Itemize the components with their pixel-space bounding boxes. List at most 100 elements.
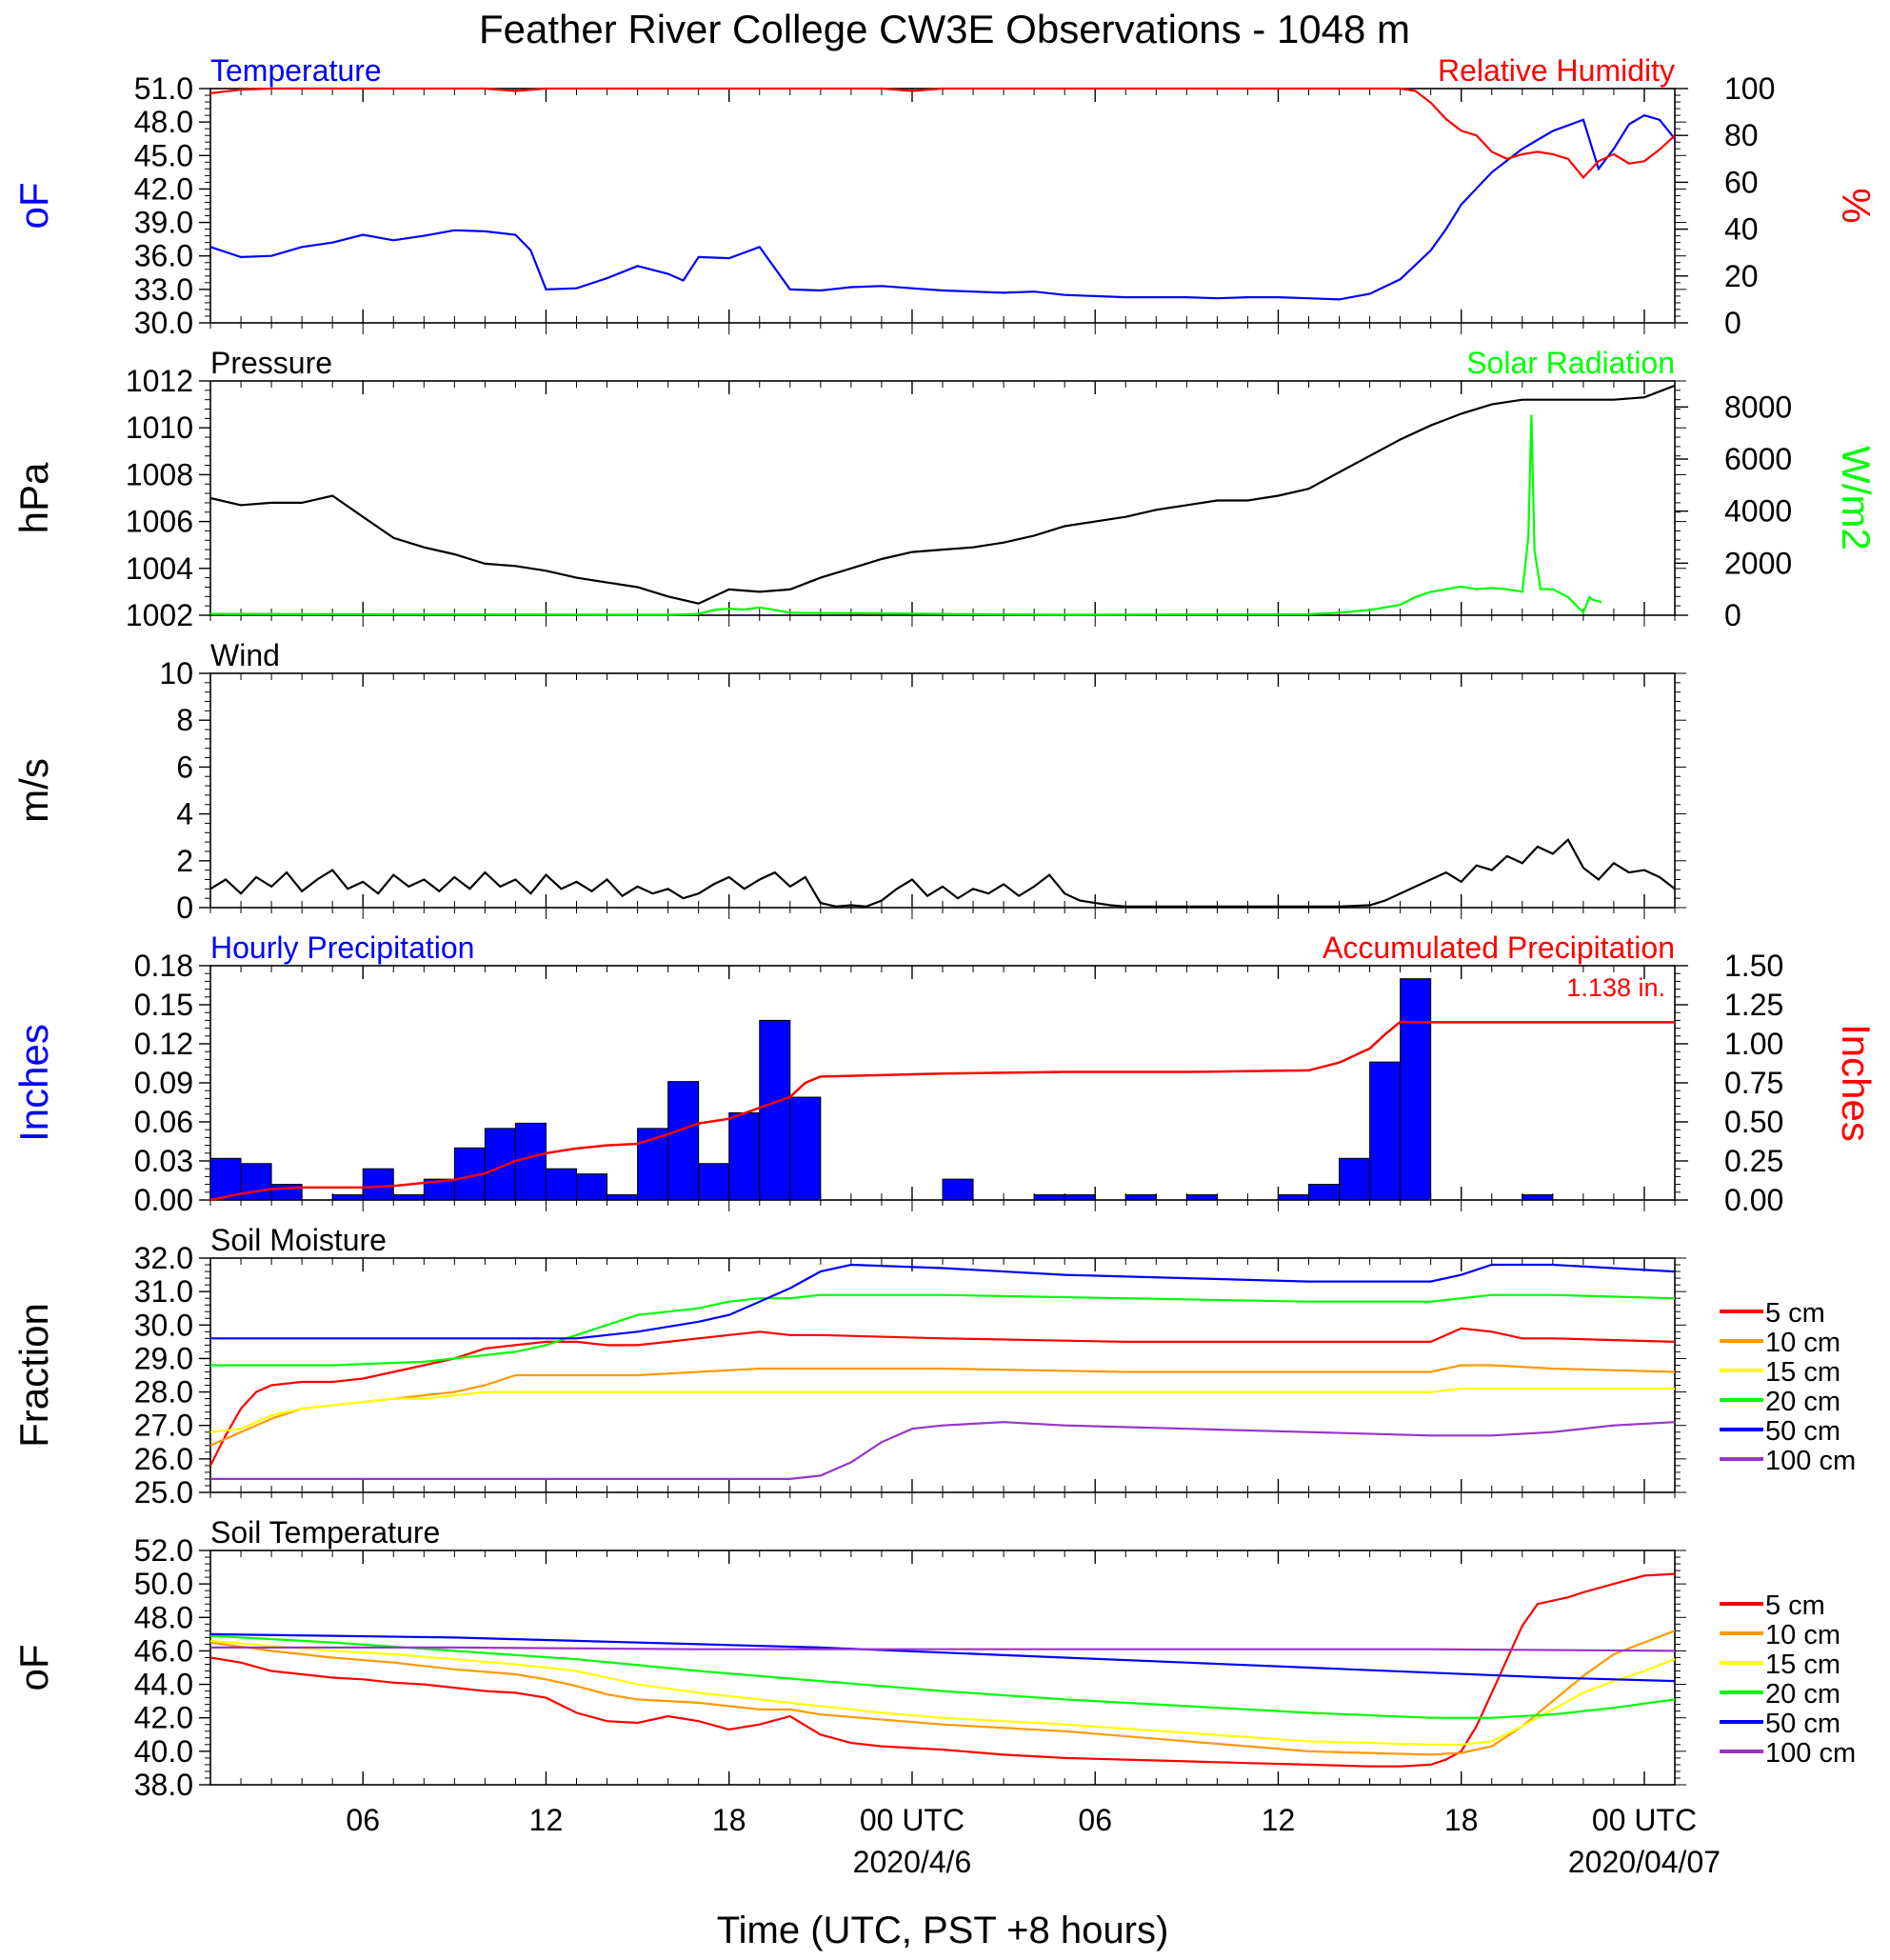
panel-soil_temperature: 52.050.048.046.044.042.040.038.0 Soil Tem… [11,1515,1856,1802]
y-tick-label-left: 48.0 [134,1600,193,1634]
y-tick-label-right: 8000 [1724,390,1792,424]
legend-label: 15 cm [1765,1357,1840,1388]
x-date-label: 2020/4/6 [853,1845,972,1879]
y-tick-label-right: 40 [1724,212,1759,247]
precip-bar [728,1111,761,1201]
y-tick-label-right: 1.00 [1724,1027,1783,1061]
y-axis-unit-left: Inches [11,1024,56,1142]
y-tick-label-left: 1012 [126,364,193,398]
y-tick-label-right: 0 [1724,306,1741,340]
y-axis-unit-left: hPa [11,462,56,533]
y-tick-label-left: 26.0 [134,1442,193,1476]
series-line-100cm [210,1646,1676,1652]
y-tick-label-left: 0.00 [134,1183,193,1217]
y-tick-label-left: 45.0 [134,138,193,172]
legend-label: 5 cm [1765,1298,1825,1329]
precip-bar [789,1096,822,1201]
precip-bar [1277,1194,1310,1201]
precip-bar [392,1194,425,1201]
precip-bar [331,1194,364,1201]
series-line-50cm [209,1632,1676,1683]
y-tick-label-left: 2 [176,844,193,878]
panels-layer: 51.048.045.042.039.036.033.030.010080604… [11,53,1879,1879]
y-tick-label-right: 20 [1724,259,1759,293]
precip-bar [637,1128,669,1201]
legend-label: 100 cm [1765,1446,1856,1476]
legend-label: 10 cm [1765,1328,1840,1358]
y-tick-label-left: 48.0 [134,105,193,139]
series-line-15cm [209,1639,1676,1746]
panel-title-left: Soil Temperature [210,1515,440,1550]
series-line-black [209,837,1676,908]
precip-bar [1033,1194,1065,1201]
y-axis-unit-left: m/s [11,758,56,823]
y-tick-label-left: 0 [176,890,193,925]
precip-bar [240,1163,272,1201]
panel-temperature_rh: 51.048.045.042.039.036.033.030.0 100 80 60 4… [11,53,1879,340]
y-tick-label-left: 27.0 [134,1409,193,1443]
x-tick-label: 18 [1444,1803,1479,1837]
precip-bar [576,1173,608,1201]
y-axis-unit-left: Fraction [11,1303,56,1448]
accumulated-precip-line [209,1020,1675,1202]
series-line-50cm [210,1263,1676,1340]
y-tick-label-left: 1010 [126,410,193,445]
precip-bar [545,1168,577,1201]
series-line-blue [209,113,1676,301]
y-tick-label-right: 60 [1724,165,1759,199]
y-tick-label-right: 4000 [1724,494,1792,529]
panel-title-right: Solar Radiation [1466,346,1675,380]
y-tick-label-left: 6 [176,750,193,784]
y-tick-label-right: 80 [1724,118,1759,152]
x-tick-label: 18 [712,1803,746,1837]
y-tick-label-left: 1002 [126,598,193,632]
y-axis-unit-left: oF [11,182,56,229]
x-date-label: 2020/04/07 [1568,1845,1721,1879]
series-line-10cm [209,1630,1676,1756]
panel-soil_moisture: 32.031.030.029.028.027.026.025.0 Soil Moi… [11,1223,1856,1510]
y-tick-label-left: 33.0 [134,272,193,307]
precip-bar [1064,1194,1096,1201]
y-tick-label-left: 10 [159,656,193,690]
x-tick-label: 12 [529,1803,564,1837]
y-tick-label-left: 0.18 [134,949,193,983]
y-tick-label-left: 0.03 [134,1144,193,1178]
panel-title-right: Accumulated Precipitation [1323,930,1675,965]
y-tick-label-left: 1008 [126,457,193,491]
y-tick-label-left: 36.0 [134,239,193,273]
precip-bar [1308,1184,1341,1201]
legend-label: 50 cm [1765,1416,1840,1447]
x-tick-label: 06 [346,1803,380,1837]
y-tick-label-left: 1006 [126,505,193,539]
precip-bar [667,1081,700,1201]
legend-label: 100 cm [1765,1738,1856,1769]
y-tick-label-left: 46.0 [134,1633,193,1668]
x-tick-label: 00 UTC [1592,1803,1697,1837]
x-tick-label: 12 [1262,1803,1296,1837]
accumulated-total-label: 1.138 in. [1566,973,1665,1002]
precip-bar [1185,1194,1218,1201]
panel-pressure_solar: 1012 1010 1008 1006 1004 1002 8000 6000 4000 2000… [11,346,1879,632]
y-tick-label-right: 1.25 [1724,988,1783,1022]
y-tick-label-left: 29.0 [134,1341,193,1375]
series-line-20cm [209,1634,1676,1719]
panel-precipitation: 0.18 0.15 0.12 0.09 0.06 0.03 0.00 1.50 1.25 1.00… [11,930,1879,1217]
series-line-5cm [209,1572,1676,1768]
y-tick-label-left: 32.0 [134,1241,193,1275]
y-tick-label-left: 42.0 [134,1701,193,1735]
y-tick-label-left: 0.15 [134,988,193,1022]
panel-title-left: Hourly Precipitation [210,930,474,965]
panel-title-right: Relative Humidity [1438,53,1675,88]
series-line-100cm [210,1421,1676,1480]
y-axis-unit-right: % [1834,188,1879,223]
precip-bar [1124,1194,1157,1201]
series-line-20cm [210,1293,1676,1367]
panel-title-left: Soil Moisture [210,1223,387,1257]
legend-label: 20 cm [1765,1387,1840,1417]
y-tick-label-left: 42.0 [134,171,193,206]
y-tick-label-left: 31.0 [134,1274,193,1309]
y-tick-label-right: 0 [1724,598,1741,632]
y-tick-label-left: 0.12 [134,1027,193,1061]
precip-bar [942,1178,974,1201]
